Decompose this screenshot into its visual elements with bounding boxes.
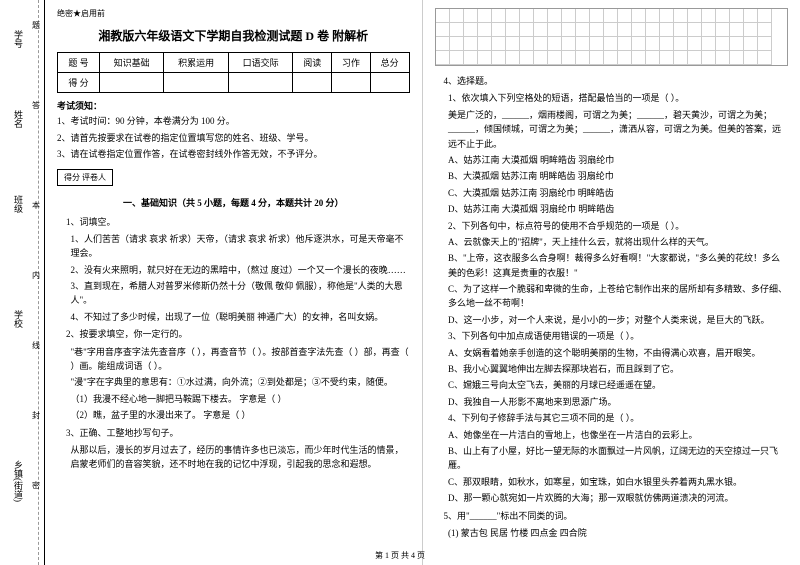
q5-1: (1) 蒙古包 民居 竹楼 四点金 四合院 — [448, 526, 788, 540]
q2-1: "巷"字用音序查字法先查音序（ ），再查音节（ ）。按部首查字法先查（ ）部，再… — [71, 345, 410, 374]
exam-title: 湘教版六年级语文下学期自我检测试题 D 卷 附解析 — [57, 27, 410, 44]
label-town: 乡镇(街道) — [12, 460, 25, 502]
q4-3d: D、我独自一人形影不离地来到思源广场。 — [448, 395, 788, 409]
notice-3: 3、请在试卷指定位置作答，在试卷密封线外作答无效，不予评分。 — [57, 148, 410, 162]
left-column: 绝密★启用前 湘教版六年级语文下学期自我检测试题 D 卷 附解析 题 号 知识基… — [45, 0, 423, 565]
q4-1a: A、姑苏江南 大漠孤烟 明眸皓齿 羽扇纶巾 — [448, 153, 788, 167]
seal-char-6: 密 — [32, 480, 40, 491]
table-row: 题 号 知识基础 积累运用 口语交际 阅读 习作 总分 — [58, 53, 410, 73]
notice-1: 1、考试时间：90 分钟，本卷满分为 100 分。 — [57, 115, 410, 129]
binding-margin: 学号 姓名 班级 学校 乡镇(街道) 题 答 本 内 线 封 密 — [0, 0, 45, 565]
seal-char-0: 题 — [32, 20, 40, 31]
q3: 3、正确、工整地抄写句子。 — [57, 426, 410, 440]
notice-head: 考试须知： — [57, 99, 410, 112]
th-1: 知识基础 — [99, 53, 163, 73]
seal-char-5: 封 — [32, 410, 40, 421]
th-5: 习作 — [332, 53, 371, 73]
q4-4b: B、山上有了小屋，好比一望无际的水面飘过一片风帆，辽阔无边的天空掠过一只飞雁。 — [448, 444, 788, 473]
q4-2: 2、下列各句中，标点符号的使用不合乎规范的一项是（ ）。 — [448, 219, 788, 233]
content-area: 绝密★启用前 湘教版六年级语文下学期自我检测试题 D 卷 附解析 题 号 知识基… — [45, 0, 800, 565]
q2: 2、按要求填空，你一定行的。 — [57, 327, 410, 341]
th-4: 阅读 — [293, 53, 332, 73]
q4-3c: C、嫦娥三号向太空飞去，美丽的月球已经遥遥在望。 — [448, 378, 788, 392]
q4-4: 4、下列句子修辞手法与其它三项不同的是（ ）。 — [448, 411, 788, 425]
q4-4d: D、那一颗心就宛如一片欢腾的大海；那一双眼就仿佛两道溃决的河流。 — [448, 491, 788, 505]
q4-4a: A、她像坐在一片洁白的雪地上，也像坐在一片洁白的云彩上。 — [448, 428, 788, 442]
section1-head: 一、基础知识（共 5 小题，每题 4 分，本题共计 20 分） — [57, 196, 410, 209]
label-studentid: 学号 — [12, 30, 25, 48]
q4-1c: C、大漠孤烟 姑苏江南 羽扇纶巾 明眸皓齿 — [448, 186, 788, 200]
q4-2d: D、这一小步，对一个人来说，是小小的一步；对整个人类来说，是巨大的飞跃。 — [448, 313, 788, 327]
seal-char-1: 答 — [32, 100, 40, 111]
q4-3: 3、下列各句中加点成语使用错误的一项是（ ）。 — [448, 329, 788, 343]
q4-1b: B、大漠孤烟 姑苏江南 明眸皓齿 羽扇纶巾 — [448, 169, 788, 183]
table-row: 得 分 — [58, 73, 410, 93]
th-3: 口语交际 — [228, 53, 292, 73]
q4-2a: A、云就像天上的"招牌"，天上挂什么云，就将出现什么样的天气。 — [448, 235, 788, 249]
page-footer: 第 1 页 共 4 页 — [0, 550, 800, 561]
q3-1: 从那以后，漫长的岁月过去了，经历的事情许多也已淡忘，而少年时代生活的情景，启蒙老… — [71, 443, 410, 472]
margin-labels: 学号 姓名 班级 学校 乡镇(街道) 题 答 本 内 线 封 密 — [0, 0, 44, 565]
q1-3: 3、直到现在，希腊人对普罗米修斯仍然十分（敬佩 敬仰 佩服），称他是"人类的大恩… — [71, 279, 410, 308]
td-score: 得 分 — [58, 73, 100, 93]
q1-2: 2、没有火来照明，就只好在无边的黑暗中，（熬过 度过）一个又一个漫长的夜晚…… — [71, 263, 410, 277]
q4: 4、选择题。 — [435, 74, 789, 88]
q4-3a: A、女娲看着她亲手创造的这个聪明美丽的生物，不由得满心欢喜，眉开眼笑。 — [448, 346, 788, 360]
q4-4c: C、那双眼睛，如秋水，如寒星，如宝珠，如白水银里头养着两丸黑水银。 — [448, 475, 788, 489]
th-6: 总分 — [370, 53, 409, 73]
q4-2c: C、为了这样一个脆弱和卑微的生命，上苍给它制作出来的居所却有多精致、多仔细、多么… — [448, 282, 788, 311]
q5: 5、用"______"标出不同类的词。 — [435, 509, 789, 523]
q1-4: 4、不知过了多少时候，出现了一位（聪明美丽 神通广大）的女神，名叫女娲。 — [71, 310, 410, 324]
th-2: 积累运用 — [164, 53, 228, 73]
q4-3b: B、我小心翼翼地伸出左脚去探那块岩石，而且踩到了它。 — [448, 362, 788, 376]
q4-2b: B、"上帝，这衣服多么合身啊！裁得多么好看啊！"大家都说，"多么美的花纹！多么美… — [448, 251, 788, 280]
q2-4: （2）瞧，盆子里的水漫出来了。 字意是（ ） — [71, 408, 410, 422]
writing-grid — [435, 8, 789, 66]
th-num: 题 号 — [58, 53, 100, 73]
q2-3: （1）我漫不经心地一脚把马鞍踢下楼去。 字意是（ ） — [71, 392, 410, 406]
scorer-box: 得分 评卷人 — [57, 169, 113, 186]
label-class: 班级 — [12, 195, 25, 213]
right-column: 4、选择题。 1、依次填入下列空格处的短语，搭配最恰当的一项是（ ）。 美是广泛… — [423, 0, 800, 565]
seal-char-3: 内 — [32, 270, 40, 281]
q1-1: 1、人们苦苦（请求 哀求 祈求）天帝，（请求 哀求 祈求）他斥逐洪水，可是天帝毫… — [71, 232, 410, 261]
notice-2: 2、请首先按要求在试卷的指定位置填写您的姓名、班级、学号。 — [57, 132, 410, 146]
score-table: 题 号 知识基础 积累运用 口语交际 阅读 习作 总分 得 分 — [57, 52, 410, 93]
q1: 1、词填空。 — [57, 215, 410, 229]
secret-label: 绝密★启用前 — [57, 8, 410, 19]
q2-2: "漫"字在字典里的意思有：①水过满，向外流；②到处都是；③不受约束，随便。 — [71, 375, 410, 389]
q4-1d: D、姑苏江南 大漠孤烟 羽扇纶巾 明眸皓齿 — [448, 202, 788, 216]
seal-char-2: 本 — [32, 200, 40, 211]
seal-char-4: 线 — [32, 340, 40, 351]
q4-1t: 美是广泛的，______，烟雨楼阁，可谓之为美；______，碧天黄沙，可谓之为… — [448, 108, 788, 151]
label-name: 姓名 — [12, 110, 25, 128]
label-school: 学校 — [12, 310, 25, 328]
q4-1: 1、依次填入下列空格处的短语，搭配最恰当的一项是（ ）。 — [448, 91, 788, 105]
